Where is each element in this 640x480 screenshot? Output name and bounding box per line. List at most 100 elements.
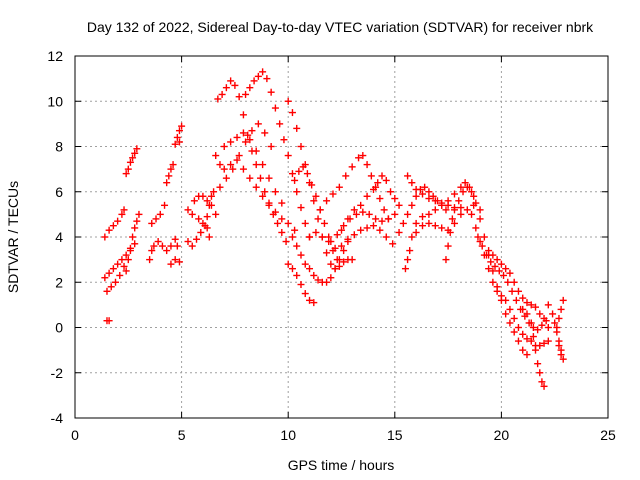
data-point xyxy=(506,319,514,327)
data-point xyxy=(293,124,301,132)
data-point xyxy=(357,226,365,234)
data-point xyxy=(348,256,356,264)
y-tick-label: 8 xyxy=(55,139,63,155)
data-point xyxy=(497,292,505,300)
data-point xyxy=(235,152,243,160)
y-tick-label: 2 xyxy=(55,274,63,290)
data-point xyxy=(506,305,514,313)
data-point xyxy=(124,256,132,264)
data-point xyxy=(519,346,527,354)
data-point xyxy=(254,120,262,128)
data-point xyxy=(190,197,198,205)
data-point xyxy=(276,120,284,128)
data-point xyxy=(278,199,286,207)
data-point xyxy=(382,176,390,184)
data-point xyxy=(306,233,314,241)
series-arc-33 xyxy=(468,210,552,350)
data-point xyxy=(265,201,273,209)
data-point xyxy=(259,192,267,200)
data-point xyxy=(173,133,181,141)
data-point xyxy=(252,161,260,169)
data-point xyxy=(312,192,320,200)
data-point xyxy=(274,219,282,227)
data-point xyxy=(163,179,171,187)
data-point xyxy=(489,251,497,259)
series-arc-7 xyxy=(146,235,181,264)
data-point xyxy=(431,222,439,230)
data-point xyxy=(252,147,260,155)
data-point xyxy=(280,136,288,144)
series-arc-27 xyxy=(327,208,399,246)
data-point xyxy=(431,206,439,214)
data-point xyxy=(252,183,260,191)
series-arc-23 xyxy=(288,233,352,286)
data-point xyxy=(101,274,109,282)
data-point xyxy=(457,210,465,218)
data-point xyxy=(514,337,522,345)
data-point xyxy=(242,138,250,146)
series-arc-35 xyxy=(485,247,552,331)
data-point xyxy=(514,287,522,295)
data-point xyxy=(425,210,433,218)
data-point xyxy=(148,247,156,255)
data-point xyxy=(408,179,416,187)
data-point xyxy=(284,260,292,268)
data-point xyxy=(114,260,122,268)
data-point xyxy=(482,251,490,259)
data-point xyxy=(380,206,388,214)
data-point xyxy=(485,265,493,273)
data-point xyxy=(404,256,412,264)
data-point xyxy=(267,143,275,150)
data-point xyxy=(323,249,331,257)
data-point xyxy=(207,201,215,209)
data-point xyxy=(557,305,565,313)
data-point xyxy=(538,321,546,329)
data-point xyxy=(519,305,527,313)
data-point xyxy=(131,149,139,157)
data-point xyxy=(261,188,269,196)
data-point xyxy=(448,215,456,223)
data-point xyxy=(468,210,476,218)
data-point xyxy=(512,296,520,304)
data-point xyxy=(544,301,552,309)
data-point xyxy=(472,224,480,232)
data-point xyxy=(171,140,179,148)
data-point xyxy=(171,235,179,243)
data-point xyxy=(527,337,535,345)
data-point xyxy=(293,188,301,196)
data-point xyxy=(114,217,122,225)
data-point xyxy=(352,210,360,218)
data-point xyxy=(536,342,544,350)
data-point xyxy=(288,170,296,178)
data-point xyxy=(222,84,230,92)
grid-lines xyxy=(75,56,608,418)
x-tick-label: 20 xyxy=(494,427,510,443)
data-point xyxy=(314,215,322,223)
data-point xyxy=(540,339,548,347)
data-point xyxy=(293,242,301,250)
data-point xyxy=(105,226,113,234)
data-point xyxy=(118,210,126,218)
data-point xyxy=(527,319,535,327)
data-point xyxy=(116,271,124,279)
data-point xyxy=(363,192,371,200)
data-point xyxy=(312,228,320,236)
data-point xyxy=(271,188,279,196)
data-point xyxy=(519,330,527,338)
data-point xyxy=(476,206,484,214)
data-point xyxy=(382,233,390,241)
series-arc-18 xyxy=(220,129,286,207)
data-point xyxy=(133,217,141,225)
y-tick-label: -4 xyxy=(51,410,64,426)
data-point xyxy=(551,319,559,327)
data-point xyxy=(246,84,254,92)
data-point xyxy=(229,165,237,173)
data-point xyxy=(331,265,339,273)
data-point xyxy=(314,276,322,284)
data-point xyxy=(544,337,552,345)
data-point xyxy=(493,287,501,295)
data-point xyxy=(391,210,399,218)
data-point xyxy=(282,238,290,246)
x-tick-label: 25 xyxy=(600,427,616,443)
data-point xyxy=(254,72,262,80)
